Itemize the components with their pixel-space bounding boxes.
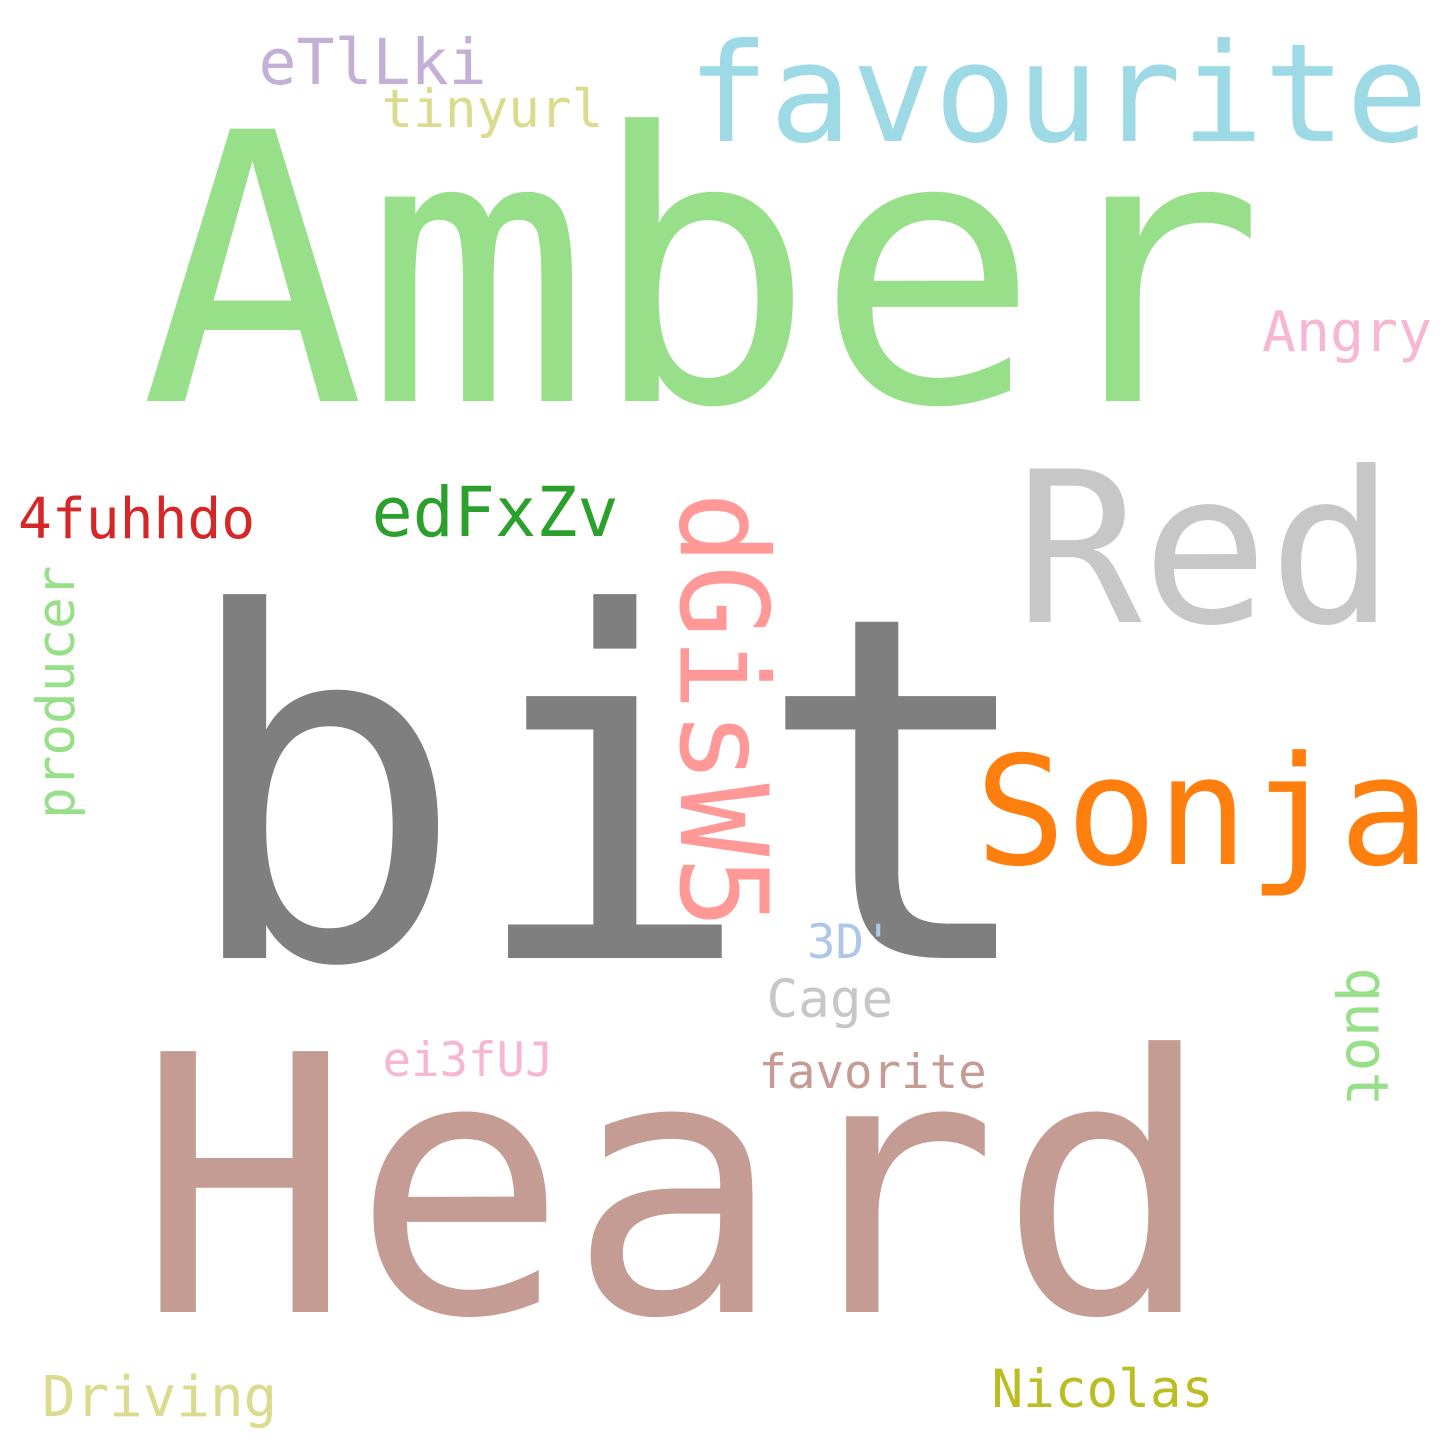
- word-amber: Amber: [140, 54, 1265, 490]
- word-producer: producer: [25, 565, 87, 819]
- word-edfxzv: edFxZv: [371, 472, 619, 553]
- word-dgisw5: dGisW5: [652, 491, 793, 929]
- word-cage: Cage: [766, 968, 894, 1030]
- word-red: Red: [1015, 426, 1396, 672]
- word-ei3fuj: ei3fUJ: [382, 1033, 554, 1088]
- word-heard: Heard: [136, 981, 1214, 1397]
- word-tinyurl: tinyurl: [381, 78, 604, 140]
- word-nicolas: Nicolas: [991, 1358, 1214, 1420]
- word-sonja: Sonja: [975, 724, 1431, 900]
- word-3d: 3D': [807, 915, 893, 970]
- word-driving: Driving: [42, 1364, 278, 1430]
- word-quot: quot: [1332, 966, 1401, 1106]
- word-bit: bit: [178, 513, 1044, 1071]
- word-etllki: eTlLki: [258, 24, 487, 99]
- word-favorite: favorite: [758, 1045, 987, 1100]
- word-4fuhhdo: 4fuhhdo: [18, 486, 256, 552]
- word-angry: Angry: [1262, 299, 1432, 365]
- word-favourite: favourite: [687, 14, 1429, 174]
